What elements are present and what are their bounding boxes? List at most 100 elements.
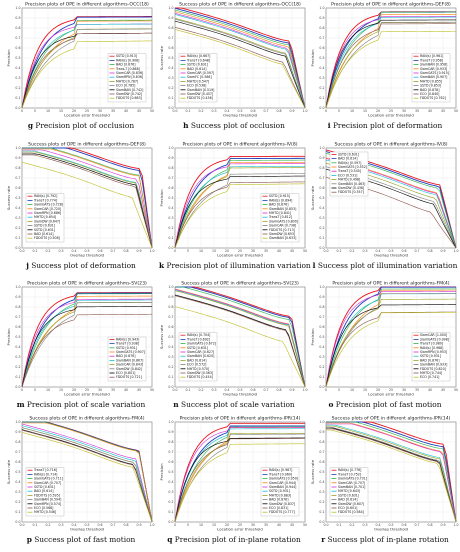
legend-entry: BAD [0.876] (420, 358, 439, 362)
y-tick-label: 0.8 (15, 440, 20, 444)
y-axis-label: Success rate (159, 324, 164, 349)
y-tick-label: 0.0 (319, 246, 324, 250)
legend-entry: MHTD [0.498] (338, 178, 360, 182)
y-tick-label: 0.3 (319, 490, 324, 494)
series-line-4 (326, 422, 457, 523)
legend-entry: TransT [0.692] (186, 337, 210, 341)
x-tick-label: 0.7 (414, 249, 419, 253)
y-tick-label: 0.8 (168, 26, 173, 30)
series-line-2 (174, 157, 306, 249)
series-line-6 (174, 14, 306, 109)
series-line-10 (325, 23, 457, 109)
series-line-11 (21, 161, 153, 249)
figure-caption-m: m Precision plot of scale variation (6, 400, 156, 409)
x-tick-label: 0.1 (32, 249, 37, 253)
y-tick-label: 0.4 (15, 480, 20, 484)
series-line-5 (21, 298, 153, 388)
y-tick-label: 0.3 (168, 216, 173, 220)
legend-entry: SSTD [0.915] (269, 194, 290, 198)
y-tick-label: 0.5 (15, 470, 20, 474)
legend-entry: ECO [0.538] (187, 84, 206, 88)
y-tick-label: 0.6 (168, 46, 173, 50)
series-line-9 (326, 427, 457, 523)
series-line-3 (21, 293, 153, 388)
series-line-10 (326, 428, 457, 523)
legend-entry: TransT [0.960] (268, 472, 292, 476)
y-tick-label: 0.8 (319, 440, 324, 444)
series-line-3 (325, 288, 456, 388)
figure-caption-i: i Precision plot of deformation (310, 121, 460, 130)
x-axis-label: Overlap threshold (374, 527, 409, 532)
x-tick-label: 0.4 (71, 523, 76, 527)
x-tick-label: 40 (428, 388, 432, 392)
x-tick-label: 25 (238, 523, 242, 527)
x-tick-label: 0.2 (198, 388, 203, 392)
x-tick-label: 0 (21, 388, 23, 392)
y-tick-label: 0.4 (319, 345, 324, 349)
x-tick-label: 35 (415, 109, 419, 113)
series-line-3 (174, 159, 306, 249)
series-line-9 (325, 304, 457, 388)
x-tick-label: 1.0 (302, 388, 307, 392)
x-tick-label: 0 (174, 249, 176, 253)
chart-panel-l: Success plots of OPE in different algori… (310, 140, 460, 278)
y-tick-label: 0.5 (168, 335, 173, 339)
legend-entry: SiamCAR [0.597] (187, 71, 214, 75)
series-line-9 (174, 437, 306, 523)
figure-caption-k: k Precision plot of illumination variati… (159, 261, 311, 270)
y-tick-label: 0.7 (168, 450, 173, 454)
x-tick-label: 45 (137, 109, 141, 113)
x-tick-label: 10 (199, 249, 203, 253)
chart-title: Precision plots of OPE in different algo… (182, 142, 297, 148)
series-line-7 (325, 298, 457, 388)
x-axis-label: Overlap threshold (223, 113, 258, 118)
legend-box (329, 151, 369, 197)
y-axis-label: Success rate (310, 459, 315, 484)
series-line-3 (326, 421, 457, 523)
legend-entry: BAD [0.614] (34, 489, 53, 493)
y-tick-label: 0.5 (319, 56, 324, 60)
y-tick-label: 0.2 (319, 226, 324, 230)
legend-entry: SiamCAR [0.738] (269, 224, 296, 228)
legend-entry: SiamRPN [0.686] (34, 211, 61, 215)
legend-entry: SiamBAN [0.907] (420, 75, 447, 79)
x-tick-label: 25 (85, 109, 89, 113)
chart-panel-k: Precision plots of OPE in different algo… (159, 140, 311, 278)
series-line-3 (175, 286, 306, 388)
legend-entry: BAD [0.878] (420, 88, 439, 92)
series-line-4 (22, 422, 153, 523)
x-tick-label: 0.6 (97, 249, 102, 253)
caption-text: Success plot of occlusion (188, 121, 285, 130)
x-tick-label: 5 (338, 388, 340, 392)
y-tick-label: 0.6 (319, 46, 324, 50)
x-tick-label: 0.7 (110, 523, 115, 527)
series-line-6 (21, 425, 153, 523)
y-tick-label: 0.1 (319, 375, 324, 379)
caption-text: Success plot of scale variation (178, 400, 295, 409)
y-tick-label: 0.1 (168, 96, 173, 100)
chart-title: Success plots of OPE in different algori… (332, 416, 451, 422)
x-tick-label: 35 (264, 523, 268, 527)
y-tick-label: 0.9 (15, 156, 20, 160)
series-line-5 (325, 15, 456, 109)
x-tick-label: 50 (454, 388, 458, 392)
legend-entry: FDDOTS [0.357] (338, 190, 364, 194)
x-tick-label: 0.0 (172, 388, 177, 392)
y-tick-label: 0.3 (319, 355, 324, 359)
y-tick-label: 0.5 (319, 196, 324, 200)
x-tick-label: 0.3 (211, 109, 216, 113)
series-line-5 (174, 163, 306, 249)
y-tick-label: 1.0 (168, 146, 173, 150)
series-line-1 (174, 422, 305, 523)
legend-entry: BAD [0.614] (338, 157, 357, 161)
legend-entry: SiamDW [0.438] (338, 186, 364, 190)
legend-entry: BAD [0.876] (269, 203, 288, 207)
x-tick-label: 10 (46, 109, 50, 113)
y-tick-label: 0.1 (168, 510, 173, 514)
x-tick-label: 35 (264, 249, 268, 253)
series-line-5 (326, 423, 457, 523)
legend-entry: FDDOTS [0.454] (187, 375, 213, 379)
x-tick-label: 0.1 (185, 109, 190, 113)
y-tick-label: 0.2 (168, 86, 173, 90)
x-tick-label: 0.3 (58, 249, 63, 253)
